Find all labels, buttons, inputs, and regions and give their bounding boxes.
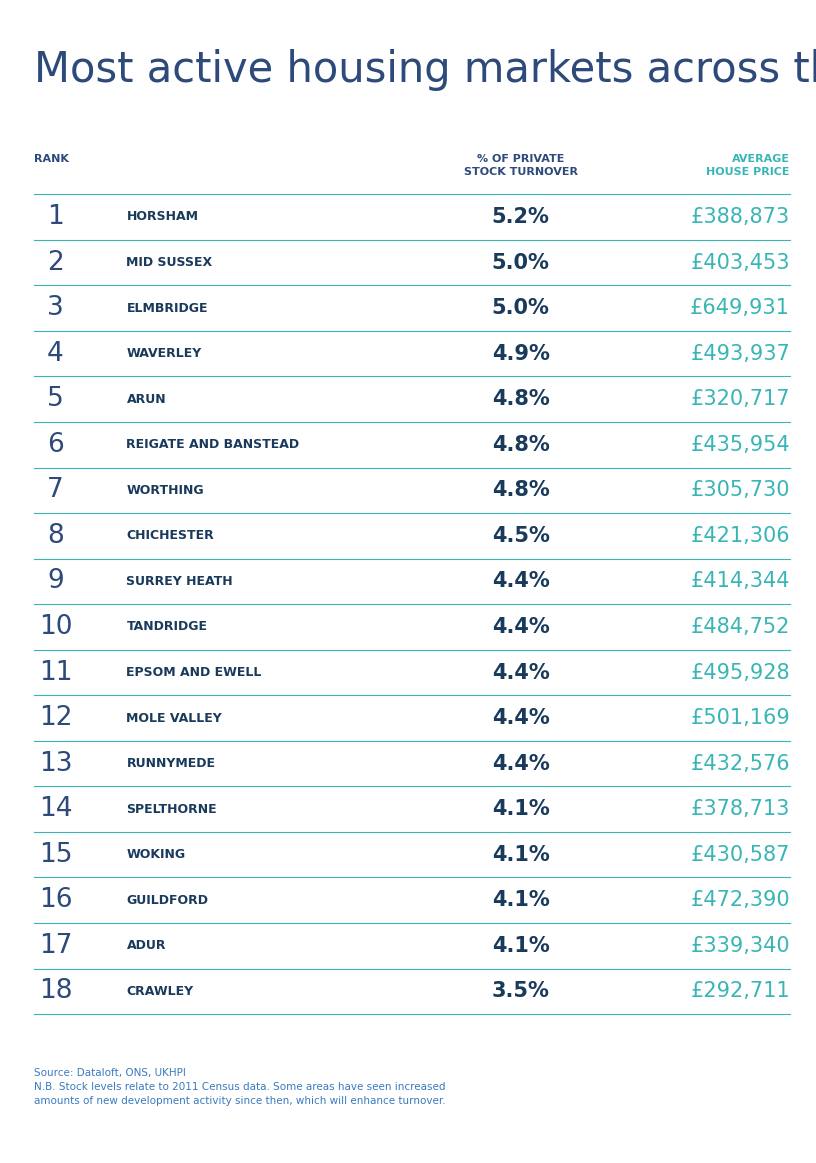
Text: RANK: RANK: [34, 154, 69, 164]
Text: SURREY HEATH: SURREY HEATH: [126, 575, 233, 588]
Text: 4.4%: 4.4%: [492, 663, 549, 683]
Text: 5.0%: 5.0%: [492, 252, 549, 272]
Text: 5: 5: [47, 386, 64, 412]
Text: 15: 15: [38, 842, 73, 868]
Text: 4.9%: 4.9%: [492, 343, 549, 364]
Text: £430,587: £430,587: [690, 844, 790, 865]
Text: 12: 12: [38, 705, 73, 732]
Text: 11: 11: [38, 659, 73, 685]
Text: 4.1%: 4.1%: [492, 936, 549, 956]
Text: ELMBRIDGE: ELMBRIDGE: [126, 301, 208, 315]
Text: 18: 18: [38, 978, 73, 1005]
Text: 5.2%: 5.2%: [492, 207, 549, 227]
Text: £378,713: £378,713: [690, 799, 790, 819]
Text: 5.0%: 5.0%: [492, 298, 549, 319]
Text: 10: 10: [38, 614, 73, 640]
Text: £435,954: £435,954: [690, 435, 790, 455]
Text: £292,711: £292,711: [690, 982, 790, 1001]
Text: £472,390: £472,390: [690, 890, 790, 911]
Text: 4.8%: 4.8%: [492, 480, 549, 500]
Text: 17: 17: [38, 933, 73, 958]
Text: 8: 8: [47, 523, 64, 549]
Text: 6: 6: [47, 431, 64, 458]
Text: £432,576: £432,576: [690, 754, 790, 773]
Text: £403,453: £403,453: [690, 252, 790, 272]
Text: 3: 3: [47, 295, 64, 321]
Text: £339,340: £339,340: [690, 936, 790, 956]
Text: £421,306: £421,306: [690, 526, 790, 545]
Text: 4.4%: 4.4%: [492, 708, 549, 728]
Text: £501,169: £501,169: [690, 708, 790, 728]
Text: 4.5%: 4.5%: [492, 526, 549, 545]
Text: 13: 13: [38, 750, 73, 777]
Text: 4.1%: 4.1%: [492, 799, 549, 819]
Text: £305,730: £305,730: [690, 480, 790, 500]
Text: Most active housing markets across the region: Most active housing markets across the r…: [34, 49, 816, 91]
Text: REIGATE AND BANSTEAD: REIGATE AND BANSTEAD: [126, 438, 299, 451]
Text: WOKING: WOKING: [126, 848, 185, 862]
Text: £495,928: £495,928: [690, 663, 790, 683]
Text: Source: Dataloft, ONS, UKHPI
N.B. Stock levels relate to 2011 Census data. Some : Source: Dataloft, ONS, UKHPI N.B. Stock …: [34, 1068, 446, 1106]
Text: 3.5%: 3.5%: [492, 982, 549, 1001]
Text: % OF PRIVATE
STOCK TURNOVER: % OF PRIVATE STOCK TURNOVER: [463, 154, 578, 177]
Text: 7: 7: [47, 477, 64, 504]
Text: GUILDFORD: GUILDFORD: [126, 893, 208, 907]
Text: MOLE VALLEY: MOLE VALLEY: [126, 712, 222, 725]
Text: CRAWLEY: CRAWLEY: [126, 985, 193, 998]
Text: 4.4%: 4.4%: [492, 616, 549, 637]
Text: 16: 16: [38, 887, 73, 913]
Text: EPSOM AND EWELL: EPSOM AND EWELL: [126, 666, 262, 679]
Text: £484,752: £484,752: [690, 616, 790, 637]
Text: CHICHESTER: CHICHESTER: [126, 529, 215, 542]
Text: WORTHING: WORTHING: [126, 484, 204, 497]
Text: 4: 4: [47, 341, 64, 366]
Text: WAVERLEY: WAVERLEY: [126, 347, 202, 361]
Text: ADUR: ADUR: [126, 940, 166, 952]
Text: AVERAGE
HOUSE PRICE: AVERAGE HOUSE PRICE: [707, 154, 790, 177]
Text: 4.8%: 4.8%: [492, 435, 549, 455]
Text: 14: 14: [38, 797, 73, 822]
Text: 4.1%: 4.1%: [492, 844, 549, 865]
Text: £649,931: £649,931: [690, 298, 790, 319]
Text: ARUN: ARUN: [126, 393, 166, 406]
Text: 4.1%: 4.1%: [492, 890, 549, 911]
Text: 1: 1: [47, 204, 64, 230]
Text: MID SUSSEX: MID SUSSEX: [126, 256, 213, 269]
Text: £320,717: £320,717: [690, 390, 790, 409]
Text: RUNNYMEDE: RUNNYMEDE: [126, 757, 215, 770]
Text: TANDRIDGE: TANDRIDGE: [126, 620, 207, 634]
Text: SPELTHORNE: SPELTHORNE: [126, 802, 217, 815]
Text: 4.4%: 4.4%: [492, 754, 549, 773]
Text: £388,873: £388,873: [691, 207, 790, 227]
Text: 4.4%: 4.4%: [492, 571, 549, 592]
Text: 9: 9: [47, 569, 64, 594]
Text: 4.8%: 4.8%: [492, 390, 549, 409]
Text: HORSHAM: HORSHAM: [126, 211, 198, 223]
Text: £493,937: £493,937: [690, 343, 790, 364]
Text: 2: 2: [47, 250, 64, 276]
Text: £414,344: £414,344: [690, 571, 790, 592]
